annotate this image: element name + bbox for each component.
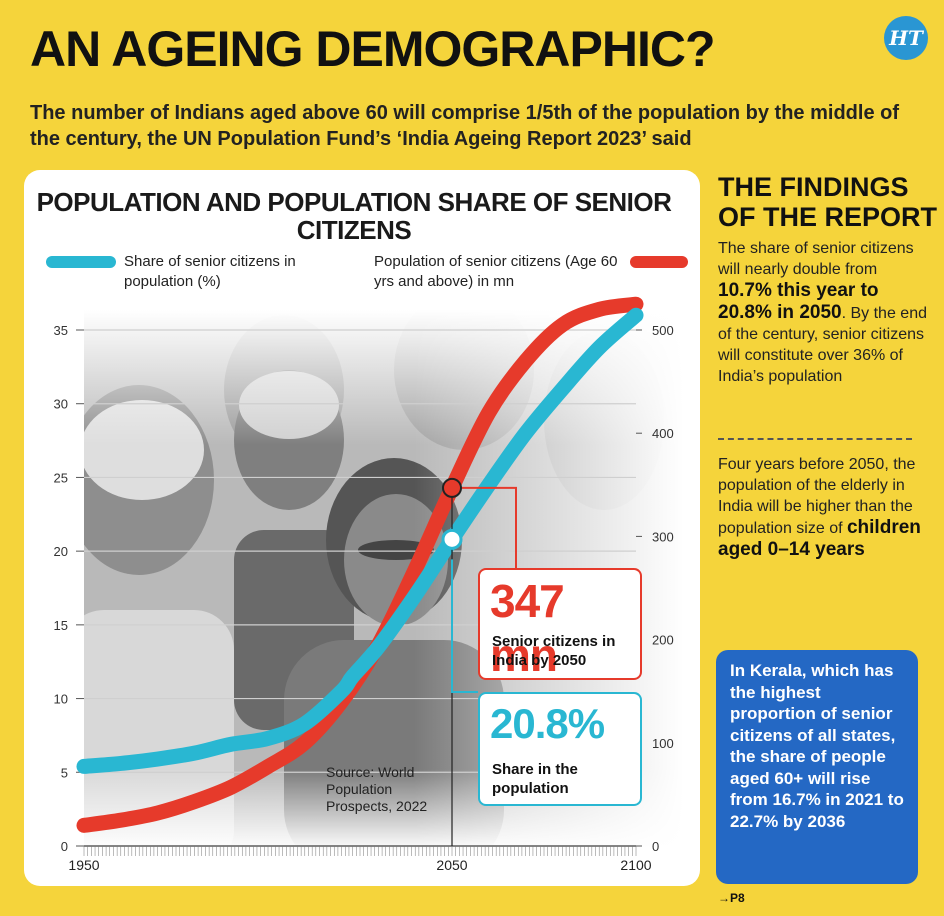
share-2050-point: [441, 528, 463, 550]
left-tick-label: 10: [54, 692, 68, 707]
left-tick-label: 25: [54, 470, 68, 485]
left-tick-label: 0: [61, 839, 68, 854]
finding-children: Four years before 2050, the population o…: [718, 454, 928, 561]
page-title: AN AGEING DEMOGRAPHIC?: [30, 21, 715, 77]
legend-population-swatch: [630, 256, 688, 268]
x-tick-label: 1950: [68, 857, 99, 873]
left-tick-label: 15: [54, 618, 68, 633]
share-callout-connector: [451, 559, 478, 693]
left-tick-label: 30: [54, 397, 68, 412]
right-tick-label: 0: [652, 839, 659, 854]
page-reference: →P8: [718, 891, 745, 905]
right-tick-label: 100: [652, 736, 674, 751]
kerala-text: In Kerala, which has the highest proport…: [730, 661, 904, 831]
share-series-line: [76, 307, 644, 774]
population-2050-point: [442, 477, 462, 498]
ht-logo: HT: [884, 16, 928, 60]
finding-children-text: Four years before 2050, the population o…: [718, 456, 916, 537]
finding-share-highlight: 10.7% this year to 20.8% in 2050: [718, 280, 879, 323]
share-callout: 20.8% Share in the population: [478, 692, 642, 806]
finding-share: The share of senior citizens will nearly…: [718, 238, 928, 387]
share-callout-value: 20.8%: [490, 700, 605, 747]
chart-plot: 0 5 10 15 20 25 30 35 0 100 200 300 400 500 1950 2050 21…: [54, 296, 674, 873]
right-tick-label: 300: [652, 529, 674, 544]
findings-title: THE FINDINGS OF THE REPORT: [718, 172, 938, 232]
x-tick-label: 2100: [620, 857, 651, 873]
left-tick-label: 20: [54, 544, 68, 559]
x-tick-label: 2050: [436, 857, 467, 873]
legend-population-label: Population of senior citizens (Age 60 yr…: [374, 253, 618, 290]
share-callout-label: Share in the population: [492, 761, 578, 797]
finding-children-highlight: children aged 0–14 years: [718, 517, 921, 560]
findings-divider: [718, 438, 912, 440]
population-callout-connector: [452, 486, 517, 568]
page-subtitle: The number of Indians aged above 60 will…: [30, 102, 899, 150]
finding-share-text-a: The share of senior citizens will nearly…: [718, 240, 914, 278]
kerala-box: In Kerala, which has the highest proport…: [716, 650, 918, 884]
finding-share-text-b: . By the end of the century, senior citi…: [718, 305, 927, 385]
chart-title: POPULATION AND POPULATION SHARE OF SENIO…: [36, 187, 672, 245]
chart-source: Source: World Population Prospects, 2022: [326, 764, 428, 814]
legend-share-label: Share of senior citizens in population (…: [124, 253, 296, 290]
right-tick-label: 500: [652, 323, 674, 338]
left-tick-label: 5: [61, 765, 68, 780]
left-tick-label: 35: [54, 323, 68, 338]
right-tick-label: 400: [652, 426, 674, 441]
right-tick-label: 200: [652, 633, 674, 648]
population-callout: 347 mn Senior citizens in India by 2050: [478, 568, 642, 681]
chart-card: POPULATION AND POPULATION SHARE OF SENIO…: [24, 170, 700, 886]
legend-share-swatch: [46, 256, 116, 268]
population-callout-label: Senior citizens in India by 2050: [492, 633, 616, 669]
population-callout-value: 347 mn: [490, 575, 565, 681]
